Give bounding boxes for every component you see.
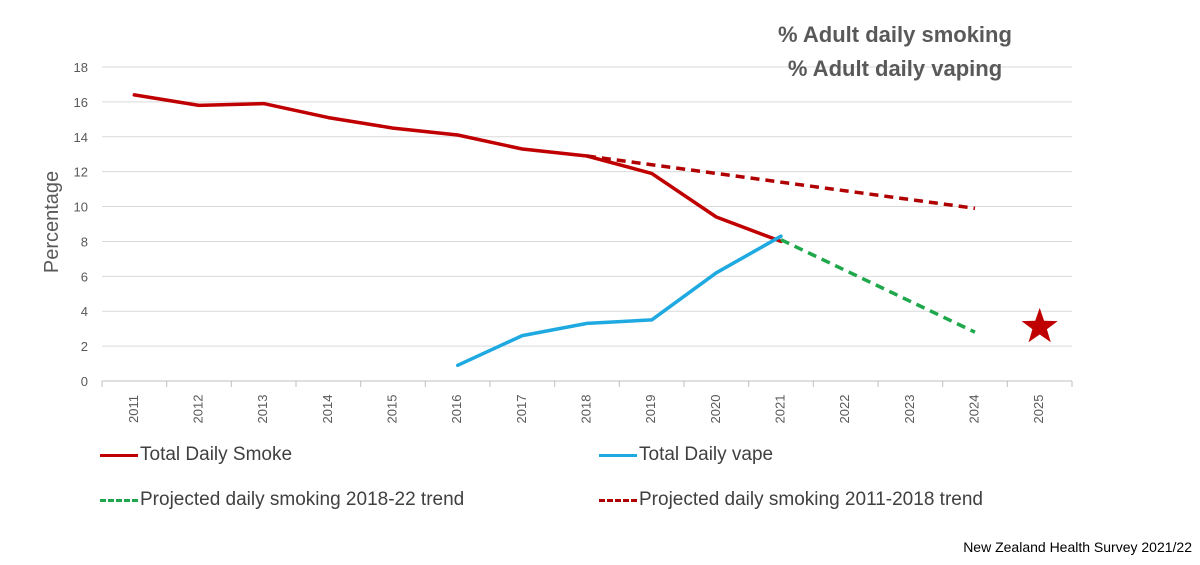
x-tick-label-2017: 2017: [514, 395, 529, 424]
x-tick-label-2015: 2015: [384, 395, 399, 424]
x-tick-label-2018: 2018: [578, 395, 593, 424]
x-tick-label-2024: 2024: [966, 395, 981, 424]
legend-label-vape: Total Daily vape: [639, 444, 774, 465]
x-tick-label-2014: 2014: [320, 395, 335, 424]
x-tick-label-2012: 2012: [190, 395, 205, 424]
x-tick-label-2025: 2025: [1031, 395, 1046, 424]
y-tick-label-14: 14: [74, 130, 88, 145]
legend-label-smoke: Total Daily Smoke: [140, 444, 293, 465]
chart-title-line-2: % Adult daily vaping: [788, 56, 1002, 81]
legend-swatch-vape: [599, 453, 637, 457]
x-tick-label-2011: 2011: [126, 395, 141, 423]
series-lines: [132, 93, 976, 368]
y-axis-ticks: 0 2 4 6 8 10 12 14 16 18: [74, 60, 88, 389]
x-tick-label-2019: 2019: [643, 395, 658, 424]
x-tick-label-2013: 2013: [255, 395, 270, 424]
x-tick-label-2016: 2016: [449, 395, 464, 424]
legend-label-proj-2018-22: Projected daily smoking 2018-22 trend: [140, 489, 465, 510]
x-tick-label-2021: 2021: [772, 395, 787, 424]
legend-item-total-daily-vape: Total Daily vape: [599, 444, 773, 466]
y-axis-label: Percentage: [41, 171, 63, 273]
x-tick-label-2023: 2023: [902, 395, 917, 424]
y-tick-label-6: 6: [81, 269, 88, 284]
x-tick-label-2020: 2020: [708, 395, 723, 424]
series-line-total-daily-vape: [455, 234, 783, 368]
series-line-total-daily-smoke: [132, 93, 783, 244]
gridlines: [102, 66, 1072, 382]
y-tick-label-4: 4: [81, 304, 88, 319]
y-tick-label-16: 16: [74, 95, 88, 110]
y-tick-label-8: 8: [81, 234, 88, 249]
target-star-marker: [1021, 307, 1058, 343]
legend-swatch-proj-2011-2018: [599, 498, 637, 502]
legend-item-projected-2018-22: Projected daily smoking 2018-22 trend: [100, 489, 464, 511]
legend-item-projected-2011-2018: Projected daily smoking 2011-2018 trend: [599, 489, 983, 511]
y-tick-label-2: 2: [81, 339, 88, 354]
y-tick-label-12: 12: [74, 165, 88, 180]
legend-item-total-daily-smoke: Total Daily Smoke: [100, 444, 292, 466]
y-tick-label-18: 18: [74, 60, 88, 75]
y-tick-label-0: 0: [81, 374, 88, 389]
series-line-projected-daily-smoking-2011-2018-trend: [586, 154, 976, 211]
chart-title-line-1: % Adult daily smoking: [778, 22, 1012, 47]
legend-swatch-proj-2018-22: [100, 498, 138, 502]
markers: [1021, 307, 1058, 343]
legend-label-proj-2011-2018: Projected daily smoking 2011-2018 trend: [639, 489, 983, 510]
legend-swatch-smoke: [100, 453, 138, 457]
x-axis-ticks: 2011 2012 2013 2014 2015 2016 2017 2018 2019 2020…: [101, 381, 1073, 424]
x-tick-label-2022: 2022: [837, 395, 852, 424]
source-note: New Zealand Health Survey 2021/22: [963, 539, 1192, 555]
y-tick-label-10: 10: [74, 200, 88, 215]
series-line-projected-daily-smoking-2018-22-trend: [780, 238, 976, 334]
